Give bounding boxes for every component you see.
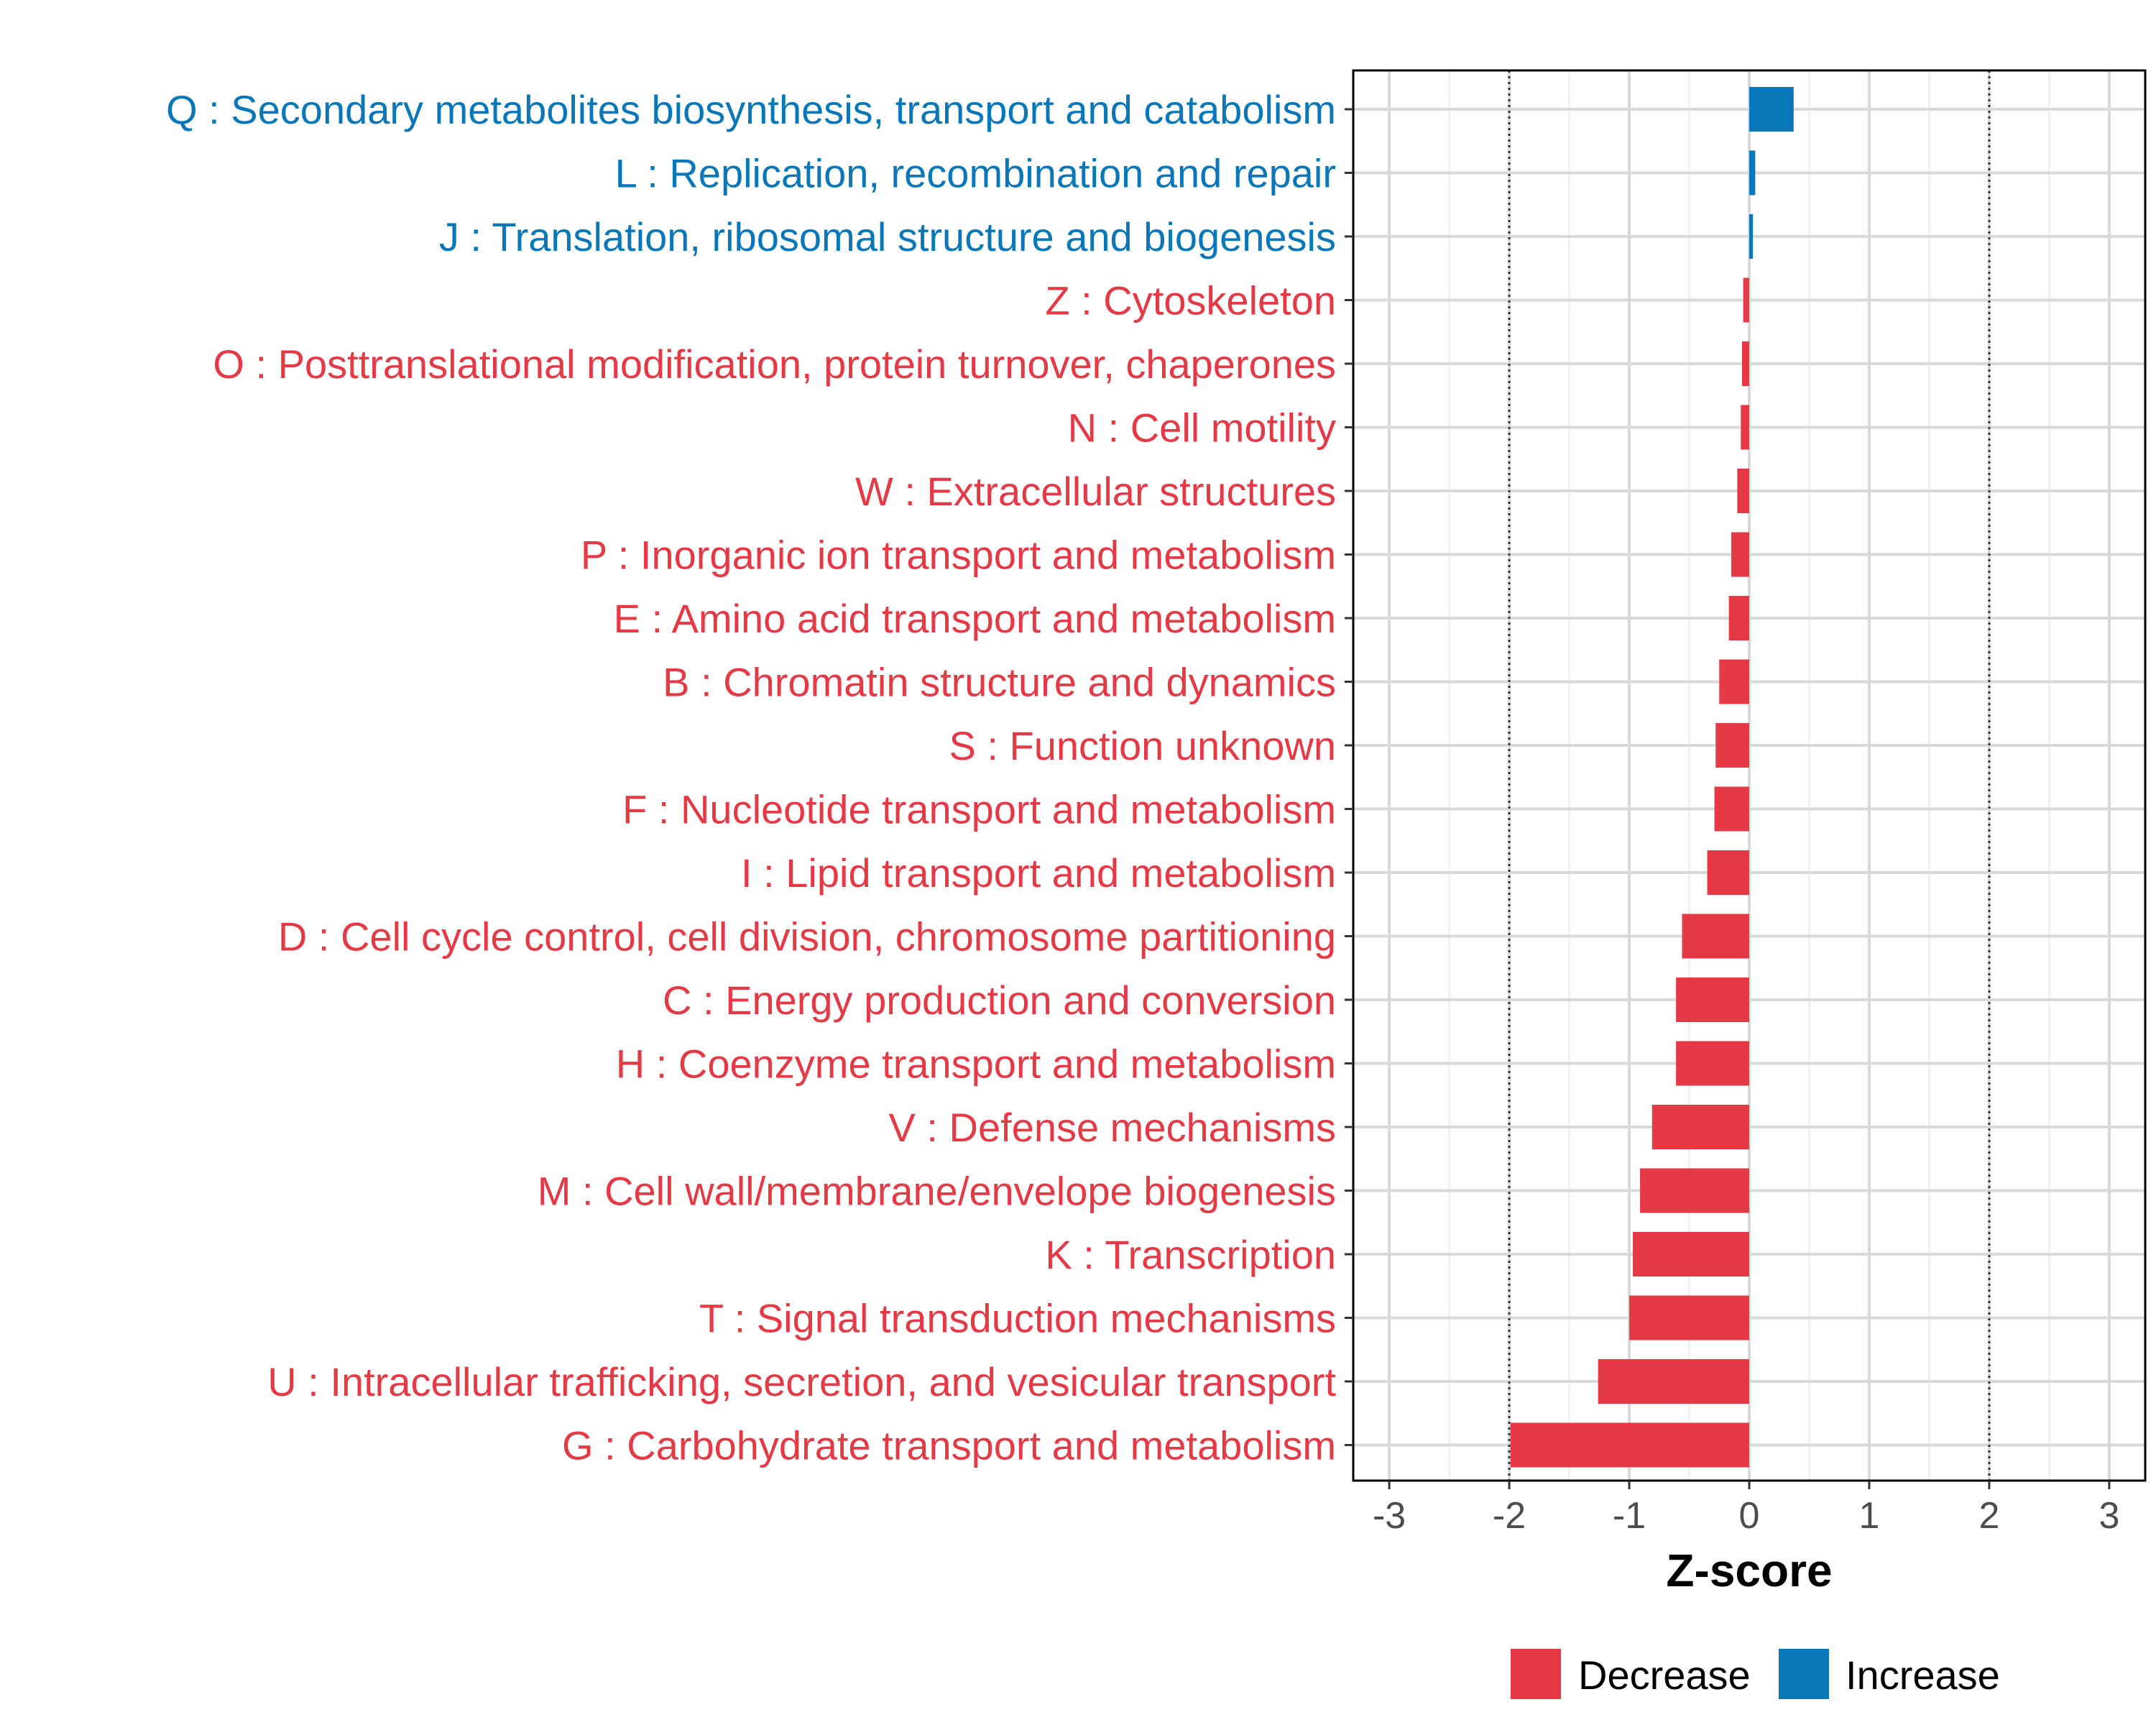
bar-13 bbox=[1682, 914, 1749, 959]
bar-15 bbox=[1676, 1041, 1749, 1086]
legend-label-increase: Increase bbox=[1846, 1652, 2000, 1698]
bar-10 bbox=[1715, 723, 1749, 768]
category-label-20: U : Intracellular trafficking, secretion… bbox=[267, 1359, 1336, 1404]
x-tick-label-1: -2 bbox=[1493, 1495, 1526, 1537]
x-tick-label-6: 3 bbox=[2099, 1495, 2119, 1537]
bar-8 bbox=[1728, 596, 1749, 640]
bar-9 bbox=[1719, 659, 1749, 704]
category-label-19: T : Signal transduction mechanisms bbox=[699, 1296, 1336, 1341]
x-axis-title: Z-score bbox=[1666, 1545, 1832, 1596]
category-label-2: J : Translation, ribosomal structure and… bbox=[439, 214, 1336, 259]
y-ticks: Q : Secondary metabolites biosynthesis, … bbox=[166, 87, 1353, 1468]
category-label-17: M : Cell wall/membrane/envelope biogenes… bbox=[538, 1169, 1336, 1214]
x-tick-label-0: -3 bbox=[1373, 1495, 1406, 1537]
category-label-15: H : Coenzyme transport and metabolism bbox=[616, 1041, 1336, 1087]
category-label-0: Q : Secondary metabolites biosynthesis, … bbox=[166, 87, 1336, 132]
bar-4 bbox=[1741, 341, 1749, 386]
category-label-18: K : Transcription bbox=[1045, 1232, 1336, 1277]
bar-18 bbox=[1633, 1232, 1749, 1276]
x-tick-label-5: 2 bbox=[1978, 1495, 1999, 1537]
category-label-21: G : Carbohydrate transport and metabolis… bbox=[562, 1423, 1336, 1468]
category-label-5: N : Cell motility bbox=[1068, 405, 1336, 451]
category-label-3: Z : Cytoskeleton bbox=[1045, 278, 1336, 323]
bar-0 bbox=[1749, 87, 1794, 132]
category-label-16: V : Defense mechanisms bbox=[889, 1105, 1336, 1150]
bar-2 bbox=[1749, 214, 1754, 259]
x-tick-label-2: -1 bbox=[1613, 1495, 1646, 1537]
bar-7 bbox=[1731, 532, 1749, 577]
bar-5 bbox=[1741, 405, 1749, 450]
category-label-9: B : Chromatin structure and dynamics bbox=[663, 660, 1336, 705]
bar-16 bbox=[1651, 1105, 1749, 1149]
legend: Decrease Increase bbox=[1511, 1649, 2000, 1699]
category-label-6: W : Extracellular structures bbox=[855, 469, 1336, 514]
bar-12 bbox=[1707, 850, 1749, 895]
legend-label-decrease: Decrease bbox=[1578, 1652, 1751, 1698]
category-label-11: F : Nucleotide transport and metabolism bbox=[622, 787, 1336, 832]
x-ticks: -3 -2 -1 0 1 2 3 bbox=[1373, 1481, 2119, 1537]
bar-20 bbox=[1598, 1359, 1749, 1404]
category-label-10: S : Function unknown bbox=[949, 723, 1336, 768]
bar-11 bbox=[1714, 786, 1749, 832]
bar-17 bbox=[1640, 1168, 1749, 1213]
category-label-4: O : Posttranslational modification, prot… bbox=[213, 341, 1336, 387]
category-label-7: P : Inorganic ion transport and metaboli… bbox=[581, 533, 1336, 578]
x-tick-label-4: 1 bbox=[1859, 1495, 1880, 1537]
bar-14 bbox=[1676, 978, 1749, 1022]
category-label-8: E : Amino acid transport and metabolism bbox=[614, 596, 1336, 641]
category-label-13: D : Cell cycle control, cell division, c… bbox=[278, 914, 1336, 960]
bar-1 bbox=[1749, 150, 1756, 196]
bar-19 bbox=[1629, 1295, 1749, 1340]
bars bbox=[1510, 87, 1794, 1468]
category-label-12: I : Lipid transport and metabolism bbox=[741, 850, 1336, 896]
bar-21 bbox=[1510, 1422, 1749, 1468]
bar-6 bbox=[1737, 469, 1749, 513]
legend-key-increase bbox=[1779, 1649, 1829, 1699]
legend-key-decrease bbox=[1511, 1649, 1561, 1699]
category-label-14: C : Energy production and conversion bbox=[663, 978, 1336, 1023]
category-label-1: L : Replication, recombination and repai… bbox=[615, 151, 1336, 196]
bar-3 bbox=[1743, 277, 1749, 323]
x-tick-label-3: 0 bbox=[1739, 1495, 1760, 1537]
